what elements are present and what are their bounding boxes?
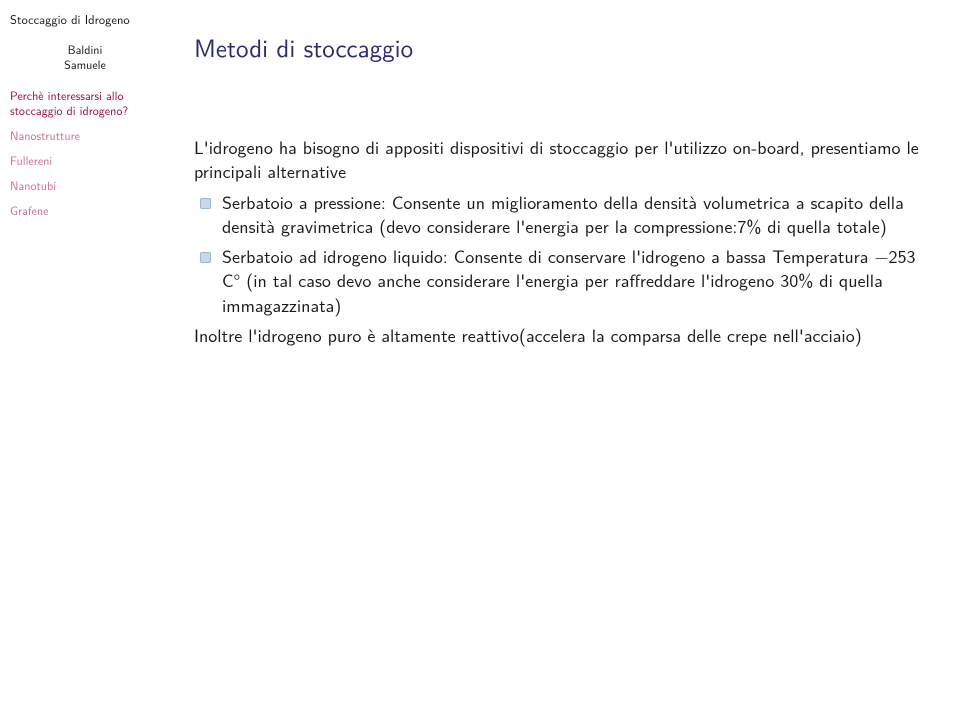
sidebar-item-3[interactable]: Nanotubi <box>10 178 160 193</box>
bullet-list: Serbatoio a pressione: Consente un migli… <box>194 190 920 317</box>
sidebar-item-2[interactable]: Fullereni <box>10 153 160 168</box>
sidebar-item-4[interactable]: Grafene <box>10 203 160 218</box>
after-list-paragraph: Inoltre l'idrogeno puro è altamente reat… <box>194 323 920 347</box>
slide-body: L'idrogeno ha bisogno di appositi dispos… <box>194 135 920 347</box>
author-block: Baldini Samuele <box>10 42 160 72</box>
presentation-short-title: Stoccaggio di Idrogeno <box>10 12 160 28</box>
bullet-item: Serbatoio a pressione: Consente un migli… <box>222 190 920 239</box>
slide-main: Metodi di stoccaggio L'idrogeno ha bisog… <box>170 0 960 720</box>
slide-title: Metodi di stoccaggio <box>194 28 920 65</box>
sidebar-item-0[interactable]: Perchè interessarsi allo stoccaggio di i… <box>10 88 160 118</box>
lead-paragraph: L'idrogeno ha bisogno di appositi dispos… <box>194 135 920 184</box>
sidebar-item-1[interactable]: Nanostrutture <box>10 128 160 143</box>
sidebar: Stoccaggio di Idrogeno Baldini Samuele P… <box>0 0 170 720</box>
author-line-2: Samuele <box>10 57 160 72</box>
bullet-item: Serbatoio ad idrogeno liquido: Consente … <box>222 244 920 317</box>
